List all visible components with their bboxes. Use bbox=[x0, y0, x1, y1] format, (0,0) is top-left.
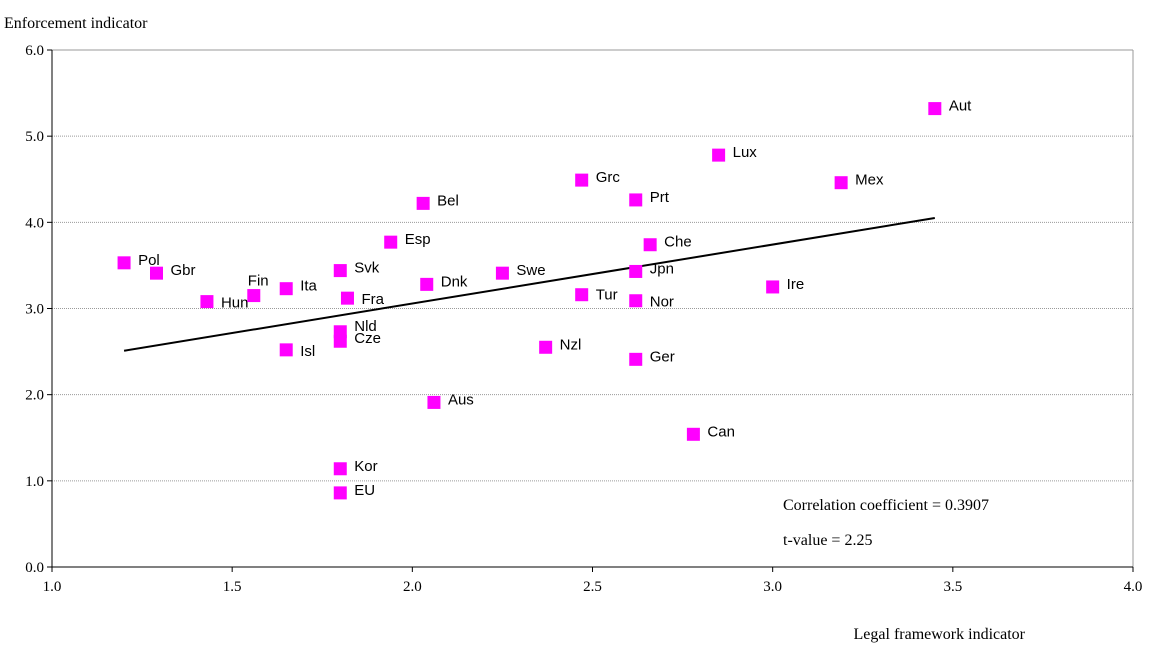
x-tick-label: 3.5 bbox=[943, 579, 962, 595]
point-label: Swe bbox=[516, 262, 545, 279]
point-label: Fin bbox=[248, 273, 269, 290]
point-marker bbox=[629, 264, 643, 278]
point-label: Aut bbox=[949, 98, 972, 115]
x-tick-label: 2.5 bbox=[583, 579, 602, 595]
point-marker bbox=[629, 352, 643, 366]
point-marker bbox=[629, 193, 643, 207]
x-tick-label: 2.0 bbox=[403, 579, 422, 595]
point-marker bbox=[539, 340, 553, 354]
annotation-text: Correlation coefficient = 0.3907 bbox=[783, 497, 989, 514]
annotation-text: t-value = 2.25 bbox=[783, 532, 872, 549]
point-label: Grc bbox=[596, 169, 621, 186]
y-tick-label: 2.0 bbox=[25, 388, 44, 404]
point-marker bbox=[333, 264, 347, 278]
point-label: Tur bbox=[596, 287, 618, 304]
y-tick-label: 6.0 bbox=[25, 43, 44, 59]
point-label: Che bbox=[664, 234, 692, 251]
x-tick-label: 3.0 bbox=[763, 579, 782, 595]
point-label: Esp bbox=[405, 231, 431, 248]
x-tick-label: 1.5 bbox=[223, 579, 242, 595]
point-marker bbox=[279, 282, 293, 296]
point-label: Jpn bbox=[650, 260, 674, 277]
x-tick-label: 1.0 bbox=[43, 579, 62, 595]
point-label: Fra bbox=[361, 291, 384, 308]
point-label: Ger bbox=[650, 348, 675, 365]
point-marker bbox=[495, 266, 509, 280]
trendline bbox=[123, 217, 935, 352]
point-marker bbox=[333, 462, 347, 476]
x-axis-title: Legal framework indicator bbox=[854, 626, 1026, 643]
y-tick-label: 3.0 bbox=[25, 302, 44, 318]
point-marker bbox=[575, 288, 589, 302]
annotations: Correlation coefficient = 0.3907 t-value … bbox=[783, 497, 989, 549]
y-axis-title: Enforcement indicator bbox=[4, 15, 148, 32]
point-label: Ire bbox=[787, 276, 805, 293]
point-marker bbox=[420, 277, 434, 291]
point-label: Nld bbox=[354, 318, 377, 335]
point-label: Nzl bbox=[560, 336, 582, 353]
point-marker bbox=[384, 235, 398, 249]
axes bbox=[47, 49, 1134, 572]
point-label: EU bbox=[354, 482, 375, 499]
y-tick-label: 0.0 bbox=[25, 560, 44, 576]
point-label: Ita bbox=[300, 278, 317, 295]
point-marker bbox=[629, 294, 643, 308]
point-label: Cze bbox=[354, 330, 381, 347]
point-marker bbox=[575, 173, 589, 187]
trendline-group bbox=[123, 217, 935, 352]
x-tick-label: 4.0 bbox=[1124, 579, 1143, 595]
point-marker bbox=[834, 176, 848, 190]
point-label: Prt bbox=[650, 189, 670, 206]
point-marker bbox=[686, 427, 700, 441]
point-label: Svk bbox=[354, 260, 380, 277]
point-label: Bel bbox=[437, 192, 459, 209]
point-label: Pol bbox=[138, 252, 160, 269]
point-label: Dnk bbox=[441, 273, 468, 290]
point-label: Can bbox=[707, 423, 735, 440]
point-marker bbox=[333, 486, 347, 500]
point-label: Nor bbox=[650, 294, 674, 311]
point-label: Kor bbox=[354, 458, 377, 475]
point-marker bbox=[247, 289, 261, 303]
tick-labels: 0.0 1.0 2.0 3.0 4.0 5.0 6.0 1.0 1.5 2.0 2.5 3.0 3.5 4… bbox=[25, 43, 1142, 595]
point-marker bbox=[200, 295, 214, 309]
point-marker bbox=[766, 280, 780, 294]
y-tick-label: 1.0 bbox=[25, 474, 44, 490]
point-label: Gbr bbox=[170, 262, 195, 279]
point-label: Hun bbox=[221, 295, 249, 312]
y-tick-label: 5.0 bbox=[25, 129, 44, 145]
point-marker bbox=[279, 343, 293, 357]
point-marker bbox=[416, 196, 430, 210]
point-marker bbox=[149, 266, 163, 280]
gridlines bbox=[52, 49, 1134, 567]
point-marker bbox=[333, 334, 347, 348]
point-marker bbox=[928, 102, 942, 116]
point-marker bbox=[340, 291, 354, 305]
point-marker bbox=[643, 238, 657, 252]
point-marker bbox=[712, 148, 726, 162]
point-label: Lux bbox=[733, 144, 758, 161]
point-label: Mex bbox=[855, 172, 884, 189]
point-label: Aus bbox=[448, 391, 474, 408]
point-marker bbox=[117, 256, 131, 270]
point-label: Isl bbox=[300, 343, 315, 360]
y-tick-label: 4.0 bbox=[25, 215, 44, 231]
point-marker bbox=[427, 395, 441, 409]
